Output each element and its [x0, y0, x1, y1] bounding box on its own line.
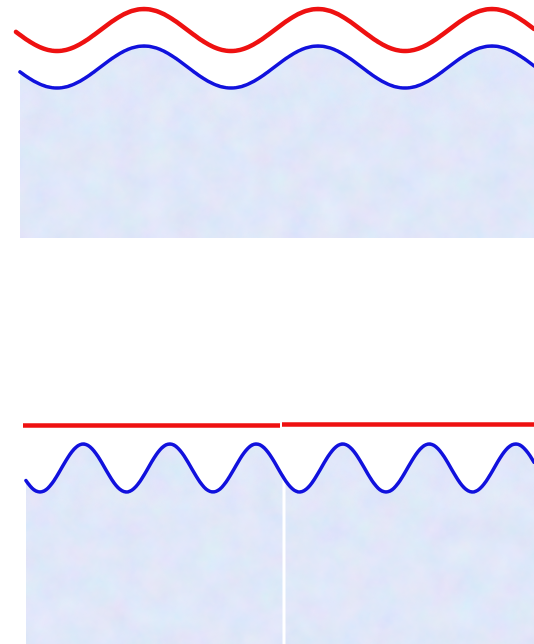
- top-watercolor-fill: [20, 48, 534, 238]
- bottom-border-panel: [23, 422, 534, 644]
- top-red-wave-line: [13, 6, 534, 54]
- top-blue-wave-line: [18, 44, 534, 90]
- top-border-panel: [13, 6, 534, 238]
- tile-seam: [282, 470, 286, 644]
- bottom-blue-wave-line: [24, 442, 534, 494]
